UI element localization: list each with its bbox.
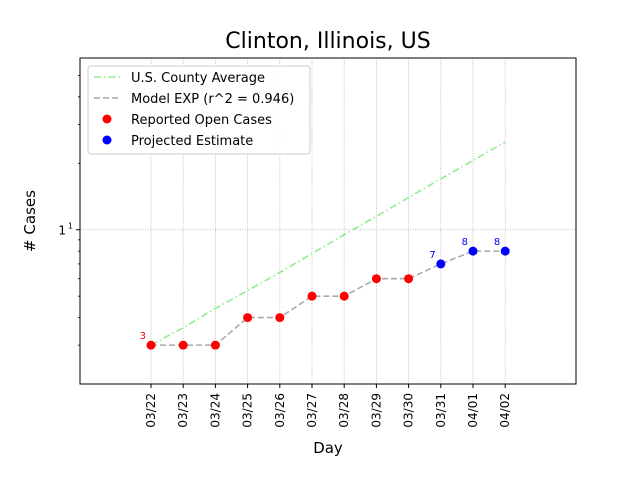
data-point: [178, 340, 188, 350]
series: [146, 141, 510, 350]
x-tick-label: 03/27: [305, 393, 319, 428]
legend-label: Reported Open Cases: [131, 113, 272, 128]
legend: U.S. County Average Model EXP (r^2 = 0.94…: [87, 65, 311, 155]
x-tick-label: 04/02: [498, 393, 512, 428]
data-labels: 3 7 8 8: [140, 237, 501, 342]
legend-label: Model EXP (r^2 = 0.946): [131, 92, 294, 107]
y-tick-label: 1: [58, 224, 66, 238]
x-tick-label: 03/24: [208, 393, 222, 428]
x-tick-label: 03/22: [144, 393, 158, 428]
x-axis-label: Day: [313, 439, 343, 457]
data-point: [307, 291, 317, 301]
x-axis: 03/22 03/23 03/24 03/25 03/26 03/27 03/28 03/29…: [144, 384, 512, 428]
legend-label: Projected Estimate: [131, 134, 253, 149]
data-point: [436, 259, 446, 269]
chart-title: Clinton, Illinois, US: [225, 29, 430, 54]
y-tick-label-exponent: 1: [68, 222, 73, 231]
data-point: [146, 340, 156, 350]
x-tick-label: 03/28: [337, 393, 351, 428]
data-point: [404, 274, 414, 284]
data-point: [500, 246, 510, 256]
x-tick-label: 04/01: [466, 393, 480, 428]
data-point: [371, 274, 381, 284]
data-label: 8: [462, 237, 468, 248]
data-point: [339, 291, 349, 301]
x-tick-label: 03/30: [402, 393, 416, 428]
data-point: [468, 246, 478, 256]
data-label: 8: [494, 237, 500, 248]
data-point: [210, 340, 220, 350]
legend-marker: [102, 114, 112, 124]
data-label: 7: [429, 250, 435, 261]
x-tick-label: 03/25: [241, 393, 255, 428]
x-tick-label: 03/23: [176, 393, 190, 428]
x-tick-label: 03/29: [369, 393, 383, 428]
data-point: [275, 313, 285, 323]
data-point: [243, 313, 253, 323]
legend-box: [87, 65, 311, 155]
series-line: [151, 250, 506, 346]
legend-label: U.S. County Average: [131, 71, 265, 86]
y-axis-label: # Cases: [21, 190, 39, 252]
x-tick-label: 03/26: [273, 393, 287, 428]
legend-marker: [102, 135, 112, 145]
data-label: 3: [140, 331, 146, 342]
plot-frame: [79, 57, 577, 385]
grid: [80, 58, 576, 384]
series-line: [150, 141, 506, 346]
x-tick-label: 03/31: [434, 393, 448, 428]
